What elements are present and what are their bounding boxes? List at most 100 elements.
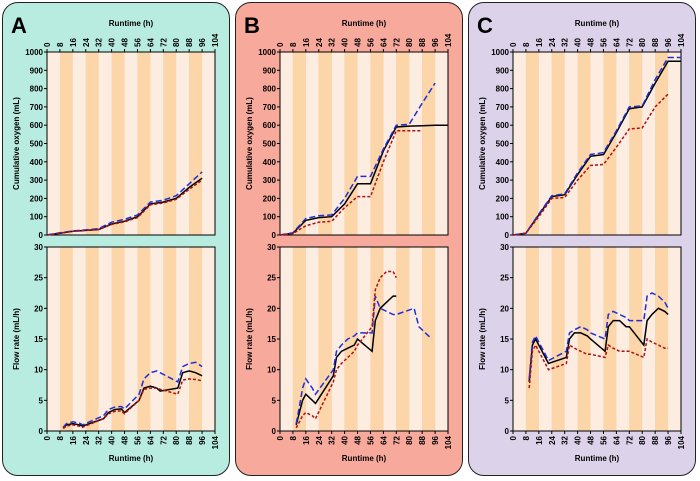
- x-tick-label: 8: [289, 42, 298, 47]
- time-band: [513, 247, 526, 431]
- y-axis-label: Cumulative oxygen (mL): [478, 97, 487, 190]
- time-band: [435, 52, 448, 235]
- time-band: [202, 52, 215, 235]
- x-axis-label: Runtime (h): [575, 19, 620, 28]
- x-tick-label: 16: [69, 435, 78, 444]
- time-band: [345, 247, 358, 431]
- y-tick-label: 0: [39, 427, 44, 436]
- time-band: [655, 247, 668, 431]
- x-tick-label: 24: [315, 38, 324, 47]
- time-band: [383, 52, 396, 235]
- x-tick-label: 0: [276, 435, 285, 440]
- time-band: [396, 52, 409, 235]
- time-band: [150, 247, 163, 431]
- time-band: [280, 247, 293, 431]
- time-band: [513, 52, 526, 235]
- y-tick-label: 800: [30, 85, 44, 94]
- time-band: [668, 247, 681, 431]
- time-band: [73, 247, 86, 431]
- x-tick-label: 72: [159, 38, 168, 47]
- x-axis-label: Runtime (h): [342, 454, 387, 463]
- x-tick-label: 40: [341, 435, 350, 444]
- time-band: [163, 247, 176, 431]
- time-band: [578, 247, 591, 431]
- x-tick-label: 104: [677, 435, 686, 449]
- x-tick-label: 16: [69, 38, 78, 47]
- time-band: [47, 52, 60, 235]
- x-tick-label: 24: [82, 38, 91, 47]
- x-tick-label: 48: [121, 38, 130, 47]
- x-tick-label: 80: [638, 435, 647, 444]
- y-tick-label: 0: [39, 231, 44, 240]
- x-axis-label: Runtime (h): [575, 454, 620, 463]
- time-band: [202, 247, 215, 431]
- x-tick-label: 0: [43, 42, 52, 47]
- y-tick-label: 25: [267, 274, 276, 283]
- time-band: [616, 247, 629, 431]
- x-axis-label: Runtime (h): [342, 19, 387, 28]
- time-band: [578, 52, 591, 235]
- time-band: [565, 52, 578, 235]
- time-band: [668, 52, 681, 235]
- y-tick-label: 20: [500, 304, 509, 313]
- y-tick-label: 900: [263, 66, 277, 75]
- x-tick-label: 64: [379, 38, 388, 47]
- x-tick-label: 16: [302, 435, 311, 444]
- x-tick-label: 24: [548, 38, 557, 47]
- y-tick-label: 30: [34, 243, 43, 252]
- time-band: [176, 52, 189, 235]
- time-band: [112, 247, 125, 431]
- x-tick-label: 56: [133, 38, 142, 47]
- time-band: [86, 52, 99, 235]
- x-tick-label: 72: [392, 38, 401, 47]
- time-band: [112, 52, 125, 235]
- time-band: [47, 247, 60, 431]
- x-tick-label: 80: [405, 38, 414, 47]
- x-tick-label: 104: [677, 33, 686, 47]
- x-tick-label: 80: [405, 435, 414, 444]
- time-band: [629, 52, 642, 235]
- y-tick-label: 10: [500, 366, 509, 375]
- time-band: [86, 247, 99, 431]
- time-band: [396, 247, 409, 431]
- time-band: [422, 247, 435, 431]
- time-band: [189, 247, 202, 431]
- time-band: [99, 52, 112, 235]
- y-tick-label: 30: [500, 243, 509, 252]
- y-tick-label: 5: [272, 396, 277, 405]
- y-tick-label: 0: [505, 427, 510, 436]
- x-tick-label: 72: [159, 435, 168, 444]
- x-tick-label: 80: [172, 435, 181, 444]
- y-tick-label: 20: [34, 304, 43, 313]
- time-band: [163, 52, 176, 235]
- time-band: [293, 52, 306, 235]
- y-tick-label: 600: [496, 121, 510, 130]
- time-band: [591, 247, 604, 431]
- y-tick-label: 700: [30, 103, 44, 112]
- x-tick-label: 96: [431, 38, 440, 47]
- x-tick-label: 8: [522, 42, 531, 47]
- time-band: [539, 247, 552, 431]
- y-tick-label: 300: [30, 176, 44, 185]
- y-tick-label: 200: [263, 194, 277, 203]
- time-band: [306, 247, 319, 431]
- x-tick-label: 56: [366, 435, 375, 444]
- panel-b: B 0 100 200 300 400 500 600 700 800 900 1000 0 8 16 24…: [235, 2, 463, 476]
- time-band: [422, 52, 435, 235]
- x-tick-label: 80: [172, 38, 181, 47]
- time-band: [552, 247, 565, 431]
- x-tick-label: 32: [95, 38, 104, 47]
- y-tick-label: 500: [496, 140, 510, 149]
- y-tick-label: 1000: [25, 48, 43, 57]
- y-axis-label: Flow rate (mL/h): [478, 308, 487, 370]
- y-tick-label: 15: [34, 335, 43, 344]
- x-tick-label: 24: [315, 435, 324, 444]
- x-tick-label: 72: [625, 38, 634, 47]
- y-tick-label: 700: [496, 103, 510, 112]
- x-tick-label: 8: [522, 435, 531, 440]
- y-tick-label: 500: [30, 140, 44, 149]
- y-tick-label: 800: [263, 85, 277, 94]
- y-tick-label: 5: [39, 396, 44, 405]
- x-tick-label: 16: [535, 435, 544, 444]
